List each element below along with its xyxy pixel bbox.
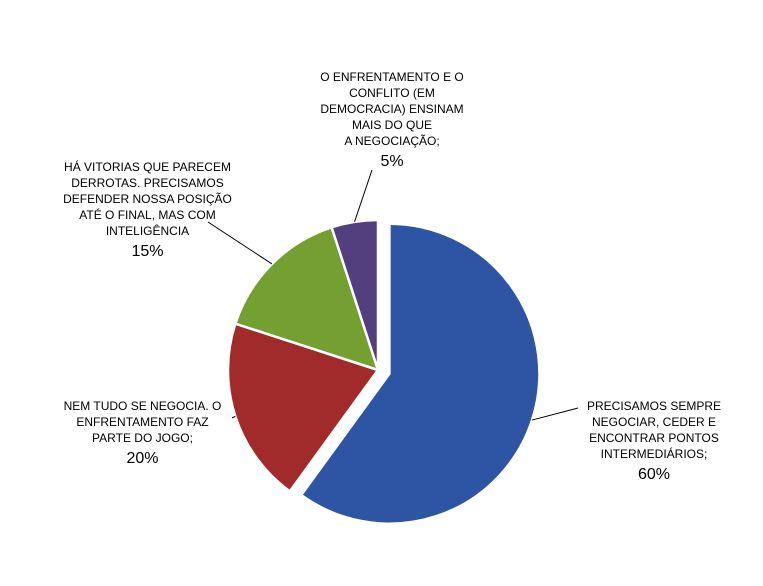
slice-label-precisamos-sempre: PRECISAMOS SEMPRE NEGOCIAR, CEDER E ENCO… bbox=[574, 398, 734, 486]
slice-label-text: INTELIGÊNCIA bbox=[105, 224, 190, 238]
slice-value-label: 5% bbox=[380, 153, 404, 170]
slice-label-text: NEM TUDO SE NEGOCIA. O bbox=[63, 399, 222, 413]
leader-line-precisamos-sempre bbox=[531, 407, 579, 421]
slice-value-label: 60% bbox=[637, 466, 671, 483]
slice-label-text: ATÉ O FINAL, MAS COM bbox=[79, 208, 216, 222]
slice-label-text: DEMOCRACIA) ENSINAM bbox=[320, 102, 464, 116]
slice-o-enfrentamento bbox=[330, 218, 380, 372]
slice-label-text: ENCONTRAR PONTOS bbox=[589, 431, 719, 445]
slice-label-text: ENFRENTAMENTO FAZ bbox=[76, 415, 209, 429]
slice-label-nem-tudo: NEM TUDO SE NEGOCIA. O ENFRENTAMENTO FAZ… bbox=[60, 398, 225, 470]
slice-label-text: O ENFRENTAMENTO E O bbox=[320, 70, 464, 84]
slice-label-text: MAIS DO QUE bbox=[351, 118, 432, 132]
slice-label-text: NEGOCIAR, CEDER E bbox=[591, 415, 717, 429]
slice-label-text: PARTE DO JOGO; bbox=[92, 431, 193, 445]
leader-line-ha-vitorias bbox=[207, 221, 273, 265]
leader-lines bbox=[207, 169, 579, 421]
pie-slices bbox=[226, 218, 541, 525]
slice-value-label: 20% bbox=[126, 450, 159, 467]
slice-label-o-enfrentamento: O ENFRENTAMENTO E O CONFLITO (EM DEMOCRA… bbox=[312, 69, 472, 173]
slice-label-text: HÁ VITORIAS QUE PARECEM bbox=[64, 160, 231, 174]
slice-nem-tudo bbox=[226, 322, 380, 493]
slice-label-text: A NEGOCIAÇÃO; bbox=[344, 134, 440, 148]
leader-line-o-enfrentamento bbox=[354, 169, 373, 223]
slice-label-text: PRECISAMOS SEMPRE bbox=[586, 399, 722, 413]
leader-line-nem-tudo bbox=[231, 415, 236, 419]
slice-label-text: DERROTAS. PRECISAMOS bbox=[71, 176, 224, 190]
slice-label-text: CONFLITO (EM bbox=[349, 86, 435, 100]
slice-label-ha-vitorias: HÁ VITORIAS QUE PARECEM DERROTAS. PRECIS… bbox=[60, 159, 235, 263]
slice-value-label: 15% bbox=[131, 243, 164, 260]
slice-precisamos-sempre bbox=[299, 222, 541, 525]
slice-label-text: INTERMEDIÁRIOS; bbox=[600, 447, 708, 461]
slice-label-text: DEFENDER NOSSA POSIÇÃO bbox=[63, 192, 232, 206]
